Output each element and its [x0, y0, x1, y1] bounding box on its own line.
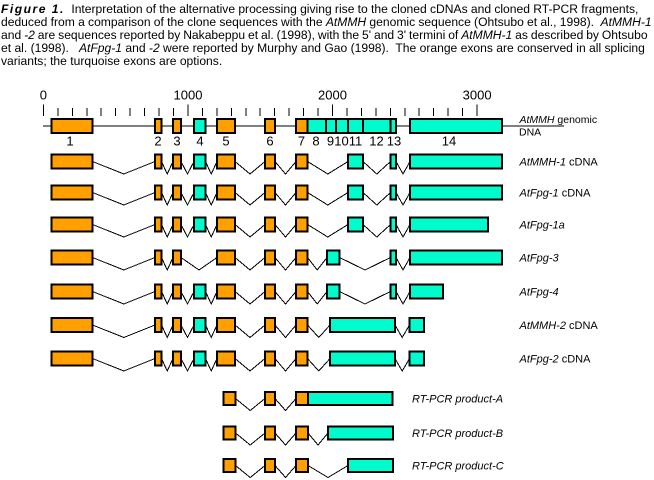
svg-text:AtFpg-2 cDNA: AtFpg-2 cDNA	[519, 354, 592, 366]
svg-text:14: 14	[442, 134, 456, 149]
svg-text:0: 0	[40, 88, 47, 103]
svg-text:11: 11	[349, 134, 363, 149]
svg-text:AtMMH genomic: AtMMH genomic	[519, 114, 598, 126]
svg-text:12: 12	[369, 134, 383, 149]
svg-text:AtMMH-2 cDNA: AtMMH-2 cDNA	[519, 320, 599, 332]
svg-text:RT-PCR product-A: RT-PCR product-A	[412, 394, 503, 406]
svg-text:DNA: DNA	[519, 127, 541, 139]
svg-text:13: 13	[387, 134, 401, 149]
svg-text:1000: 1000	[174, 88, 203, 103]
svg-text:3000: 3000	[463, 88, 492, 103]
svg-text:AtFpg-3: AtFpg-3	[519, 253, 560, 265]
svg-text:2: 2	[154, 134, 161, 149]
svg-text:9: 9	[327, 134, 334, 149]
svg-text:10: 10	[334, 134, 348, 149]
svg-text:1: 1	[66, 134, 73, 149]
svg-text:3: 3	[173, 134, 180, 149]
svg-text:AtMMH-1 cDNA: AtMMH-1 cDNA	[519, 157, 599, 169]
svg-text:2000: 2000	[318, 88, 347, 103]
svg-text:8: 8	[312, 134, 319, 149]
svg-text:6: 6	[266, 134, 273, 149]
svg-text:5: 5	[222, 134, 229, 149]
svg-text:AtFpg-4: AtFpg-4	[519, 287, 559, 299]
svg-text:7: 7	[298, 134, 305, 149]
svg-text:RT-PCR product-C: RT-PCR product-C	[412, 461, 504, 473]
svg-text:AtFpg-1 cDNA: AtFpg-1 cDNA	[519, 188, 592, 200]
svg-text:RT-PCR product-B: RT-PCR product-B	[412, 428, 503, 440]
svg-text:AtFpg-1a: AtFpg-1a	[519, 220, 565, 232]
svg-text:4: 4	[196, 134, 203, 149]
